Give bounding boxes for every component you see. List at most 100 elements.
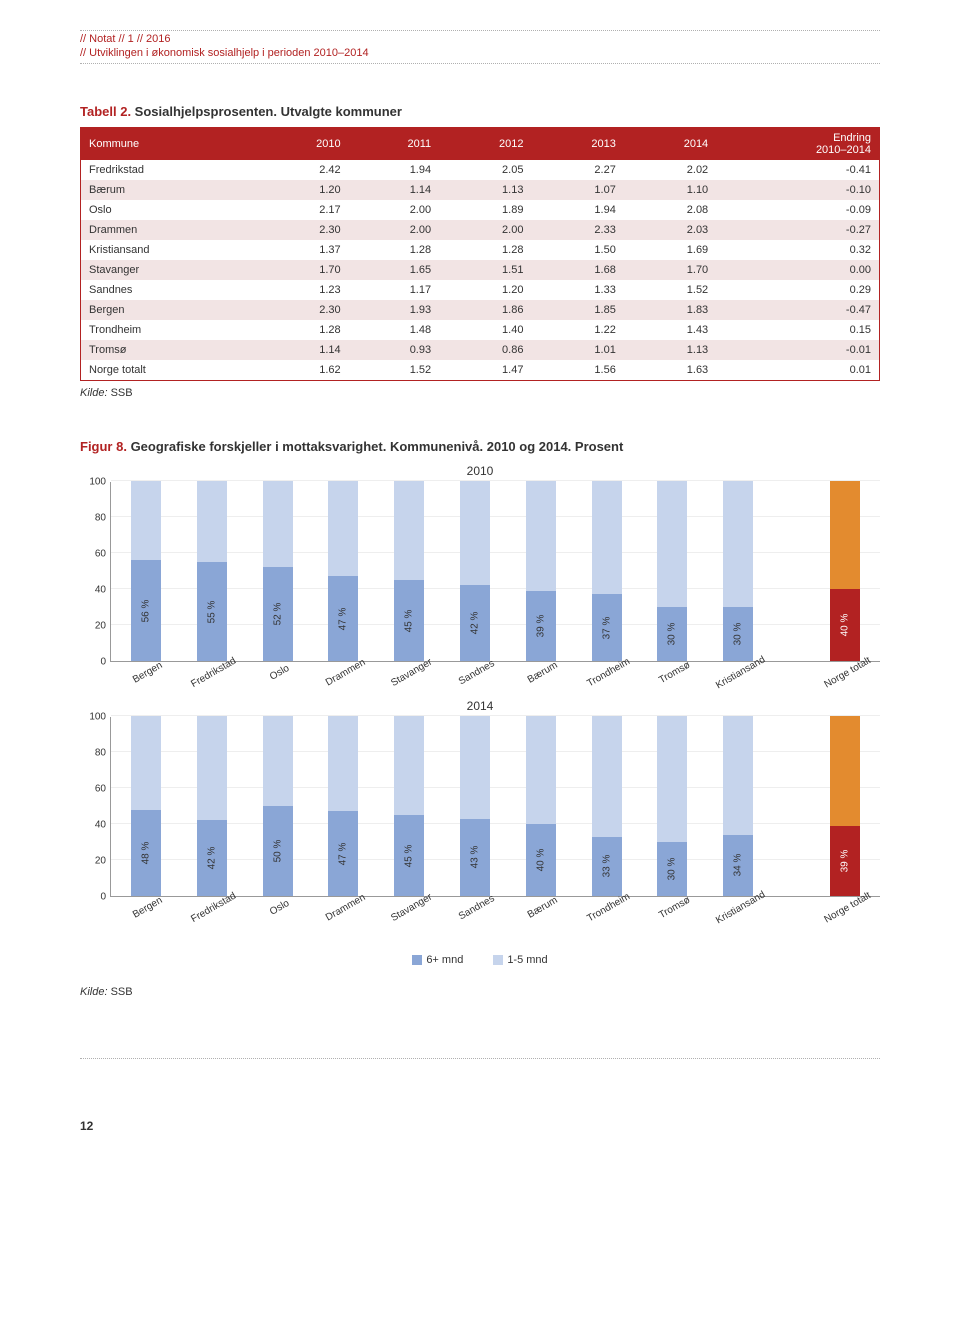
table-row: Fredrikstad2.421.942.052.272.02-0.41 (81, 160, 880, 180)
table-cell: 2.42 (256, 160, 348, 180)
table-cell: 2.02 (624, 160, 716, 180)
table-cell: Drammen (81, 220, 257, 240)
bar: 39 % (526, 481, 556, 661)
table-cell: 1.20 (256, 180, 348, 200)
table-cell: 1.33 (531, 280, 623, 300)
bar-segment-upper (526, 481, 556, 591)
bar-value-label: 55 % (206, 600, 217, 623)
table-cell: 1.89 (439, 200, 531, 220)
table-cell: -0.09 (716, 200, 879, 220)
bar-segment-upper (394, 716, 424, 815)
bar-segment-upper (263, 716, 293, 806)
table-cell: 1.63 (624, 360, 716, 381)
table-cell: 1.43 (624, 320, 716, 340)
bar: 39 % (830, 716, 860, 896)
chart-block: 201402040608010048 %42 %50 %47 %45 %43 %… (80, 699, 880, 914)
bar: 42 % (197, 716, 227, 896)
bar-segment-lower: 48 % (131, 810, 161, 896)
bar-segment-lower: 42 % (197, 820, 227, 896)
bar-value-label: 45 % (404, 609, 415, 632)
bar-value-label: 37 % (601, 616, 612, 639)
y-tick: 40 (95, 820, 106, 831)
table-cell: 1.17 (349, 280, 439, 300)
bar-slot: 48 % (115, 717, 177, 896)
table-head: Kommune20102011201220132014Endring2010–2… (81, 128, 880, 161)
bar-value-label: 33 % (601, 855, 612, 878)
table-cell: 2.30 (256, 220, 348, 240)
legend-item: 6+ mnd (412, 954, 463, 966)
table-cell: 1.65 (349, 260, 439, 280)
chart-year-label: 2014 (80, 699, 880, 713)
y-axis: 020406080100 (80, 482, 110, 662)
bar-value-label: 47 % (338, 842, 349, 865)
table-cell: 1.52 (349, 360, 439, 381)
table-cell: 1.14 (256, 340, 348, 360)
table-cell: 0.01 (716, 360, 879, 381)
bar-value-label: 43 % (469, 846, 480, 869)
table-header-cell: 2012 (439, 128, 531, 161)
bar-slot: 52 % (247, 482, 309, 661)
bar-segment-lower: 40 % (830, 589, 860, 661)
table-cell: 2.30 (256, 300, 348, 320)
bar-value-label: 45 % (404, 844, 415, 867)
table-cell: 1.70 (256, 260, 348, 280)
table-row: Drammen2.302.002.002.332.03-0.27 (81, 220, 880, 240)
table-cell: -0.47 (716, 300, 879, 320)
table-row: Kristiansand1.371.281.281.501.690.32 (81, 240, 880, 260)
table-cell: Tromsø (81, 340, 257, 360)
bar-segment-lower: 45 % (394, 815, 424, 896)
bar-slot: 55 % (181, 482, 243, 661)
bar-segment-upper (657, 716, 687, 842)
table-row: Sandnes1.231.171.201.331.520.29 (81, 280, 880, 300)
table-cell: 1.37 (256, 240, 348, 260)
bar-segment-upper (328, 716, 358, 811)
table-cell: Norge totalt (81, 360, 257, 381)
y-tick: 60 (95, 784, 106, 795)
bar-segment-upper (460, 481, 490, 585)
table-title-prefix: Tabell 2. (80, 104, 131, 119)
bar-value-label: 40 % (840, 614, 851, 637)
table-header-cell: 2011 (349, 128, 439, 161)
bar: 34 % (723, 716, 753, 896)
y-tick: 0 (100, 657, 106, 668)
bar-segment-lower: 43 % (460, 819, 490, 896)
bar-segment-upper (830, 481, 860, 589)
table-cell: 1.28 (256, 320, 348, 340)
source-label: Kilde: (80, 986, 108, 998)
bar: 30 % (657, 716, 687, 896)
table-cell: Kristiansand (81, 240, 257, 260)
table-header-cell: Kommune (81, 128, 257, 161)
bar-slot: 30 % (642, 482, 704, 661)
bar-slot: 47 % (312, 482, 374, 661)
figure-title: Figur 8. Geografiske forskjeller i motta… (80, 439, 880, 454)
bar-segment-upper (723, 716, 753, 835)
bar: 55 % (197, 481, 227, 661)
table-cell: 1.51 (439, 260, 531, 280)
bar-segment-lower: 30 % (657, 842, 687, 896)
table-row: Oslo2.172.001.891.942.08-0.09 (81, 200, 880, 220)
bar-segment-upper (526, 716, 556, 824)
bar-slot: 42 % (181, 717, 243, 896)
bar-segment-upper (830, 716, 860, 826)
table-cell: -0.27 (716, 220, 879, 240)
table-cell: 1.68 (531, 260, 623, 280)
bar-slot: 37 % (576, 482, 638, 661)
table-source: Kilde: SSB (80, 387, 880, 399)
bar: 40 % (526, 716, 556, 896)
y-tick: 0 (100, 892, 106, 903)
bar-value-label: 47 % (338, 607, 349, 630)
y-axis: 020406080100 (80, 717, 110, 897)
bar-segment-upper (657, 481, 687, 607)
table-cell: Trondheim (81, 320, 257, 340)
table-cell: 0.29 (716, 280, 879, 300)
source-value: SSB (111, 387, 133, 399)
bar-segment-upper (592, 716, 622, 837)
source-label: Kilde: (80, 387, 108, 399)
bar-segment-upper (460, 716, 490, 819)
bar-value-label: 52 % (272, 603, 283, 626)
bar-segment-lower: 33 % (592, 837, 622, 896)
table-cell: 2.17 (256, 200, 348, 220)
table-cell: 1.56 (531, 360, 623, 381)
y-tick: 20 (95, 621, 106, 632)
table-cell: 1.48 (349, 320, 439, 340)
